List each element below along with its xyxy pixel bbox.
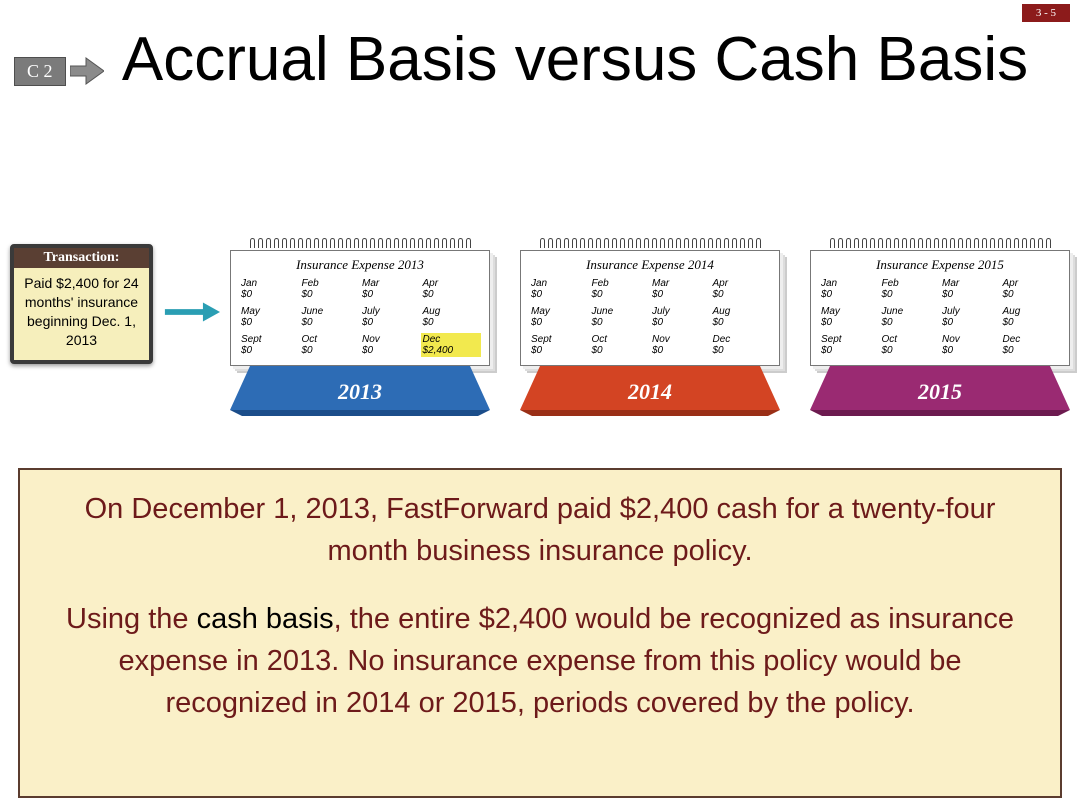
calendar-stand: 2014 [520,366,780,416]
calendar-cell: Mar$0 [360,277,421,301]
calendar-cell: Apr$0 [711,277,772,301]
calendar-cell: Apr$0 [1001,277,1062,301]
calendar-cell: July$0 [360,305,421,329]
calendar-cell: Oct$0 [300,333,361,357]
calendar-cell: Jan$0 [239,277,300,301]
content-row: Transaction: Paid $2,400 for 24 months' … [10,238,1070,416]
transaction-body: Paid $2,400 for 24 months' insurance beg… [14,268,149,360]
calendar-stand: 2015 [810,366,1070,416]
calendar-title: Insurance Expense 2014 [529,257,771,273]
calendar-cell: Feb$0 [880,277,941,301]
arrow-right-icon [70,56,104,86]
calendar-cell: Dec$0 [1001,333,1062,357]
flow-arrow-icon [163,299,220,325]
calendar-cell: Mar$0 [940,277,1001,301]
calendar-cell: Jan$0 [819,277,880,301]
calendar-cell: Jan$0 [529,277,590,301]
page-number: 3 - 5 [1022,4,1070,22]
transaction-card: Transaction: Paid $2,400 for 24 months' … [10,244,153,364]
calendar-cell: Aug$0 [421,305,482,329]
explanation-box: On December 1, 2013, FastForward paid $2… [18,468,1062,798]
calendar-cell: May$0 [529,305,590,329]
explanation-p1: On December 1, 2013, FastForward paid $2… [48,488,1032,572]
calendar-cell: June$0 [300,305,361,329]
calendar-cell: Sept$0 [529,333,590,357]
calendar-cell: Apr$0 [421,277,482,301]
calendar-grid: Jan$0Feb$0Mar$0Apr$0 May$0June$0July$0Aug… [239,277,481,357]
calendar-cell: July$0 [650,305,711,329]
objective-badge: C 2 [14,57,66,86]
calendar-cell: July$0 [940,305,1001,329]
calendar-cell: Dec$0 [711,333,772,357]
calendar-cell: Feb$0 [590,277,651,301]
calendar-cell: Mar$0 [650,277,711,301]
objective-badge-group: C 2 [14,56,104,86]
calendar-grid: Jan$0Feb$0Mar$0Apr$0 May$0June$0July$0Aug… [819,277,1061,357]
calendar-year-label: 2015 [918,379,962,405]
calendar-cell: Aug$0 [1001,305,1062,329]
calendar-cell: Oct$0 [880,333,941,357]
calendar-cell: June$0 [880,305,941,329]
calendar-cell: Nov$0 [940,333,1001,357]
calendar-cell: May$0 [239,305,300,329]
calendar-cell: Nov$0 [360,333,421,357]
calendar-cell: June$0 [590,305,651,329]
transaction-header: Transaction: [14,248,149,268]
calendar-year-label: 2014 [628,379,672,405]
calendar-2014: Insurance Expense 2014 Jan$0Feb$0Mar$0Apr… [520,238,780,416]
p2-accent: cash basis [197,603,334,635]
calendar-cell: Sept$0 [819,333,880,357]
calendar-2013: Insurance Expense 2013 Jan$0Feb$0Mar$0Apr… [230,238,490,416]
calendar-cell: Aug$0 [711,305,772,329]
calendar-card: Insurance Expense 2014 Jan$0Feb$0Mar$0Apr… [520,250,780,366]
calendar-cell: Nov$0 [650,333,711,357]
calendar-card: Insurance Expense 2015 Jan$0Feb$0Mar$0Apr… [810,250,1070,366]
calendar-grid: Jan$0Feb$0Mar$0Apr$0 May$0June$0July$0Aug… [529,277,771,357]
calendar-card: Insurance Expense 2013 Jan$0Feb$0Mar$0Apr… [230,250,490,366]
calendar-cell: Feb$0 [300,277,361,301]
calendar-cell: Oct$0 [590,333,651,357]
calendar-title: Insurance Expense 2015 [819,257,1061,273]
calendar-cell: Dec$2,400 [421,333,482,357]
calendar-2015: Insurance Expense 2015 Jan$0Feb$0Mar$0Apr… [810,238,1070,416]
calendar-year-label: 2013 [338,379,382,405]
slide-title: Accrual Basis versus Cash Basis [110,24,1040,95]
calendar-stand: 2013 [230,366,490,416]
calendar-cell: May$0 [819,305,880,329]
calendars-container: Insurance Expense 2013Jan$0Feb$0Mar$0Apr… [230,238,1070,416]
calendar-cell: Sept$0 [239,333,300,357]
calendar-title: Insurance Expense 2013 [239,257,481,273]
explanation-p2: Using the cash basis, the entire $2,400 … [48,598,1032,724]
p2-pre: Using the [66,603,197,635]
